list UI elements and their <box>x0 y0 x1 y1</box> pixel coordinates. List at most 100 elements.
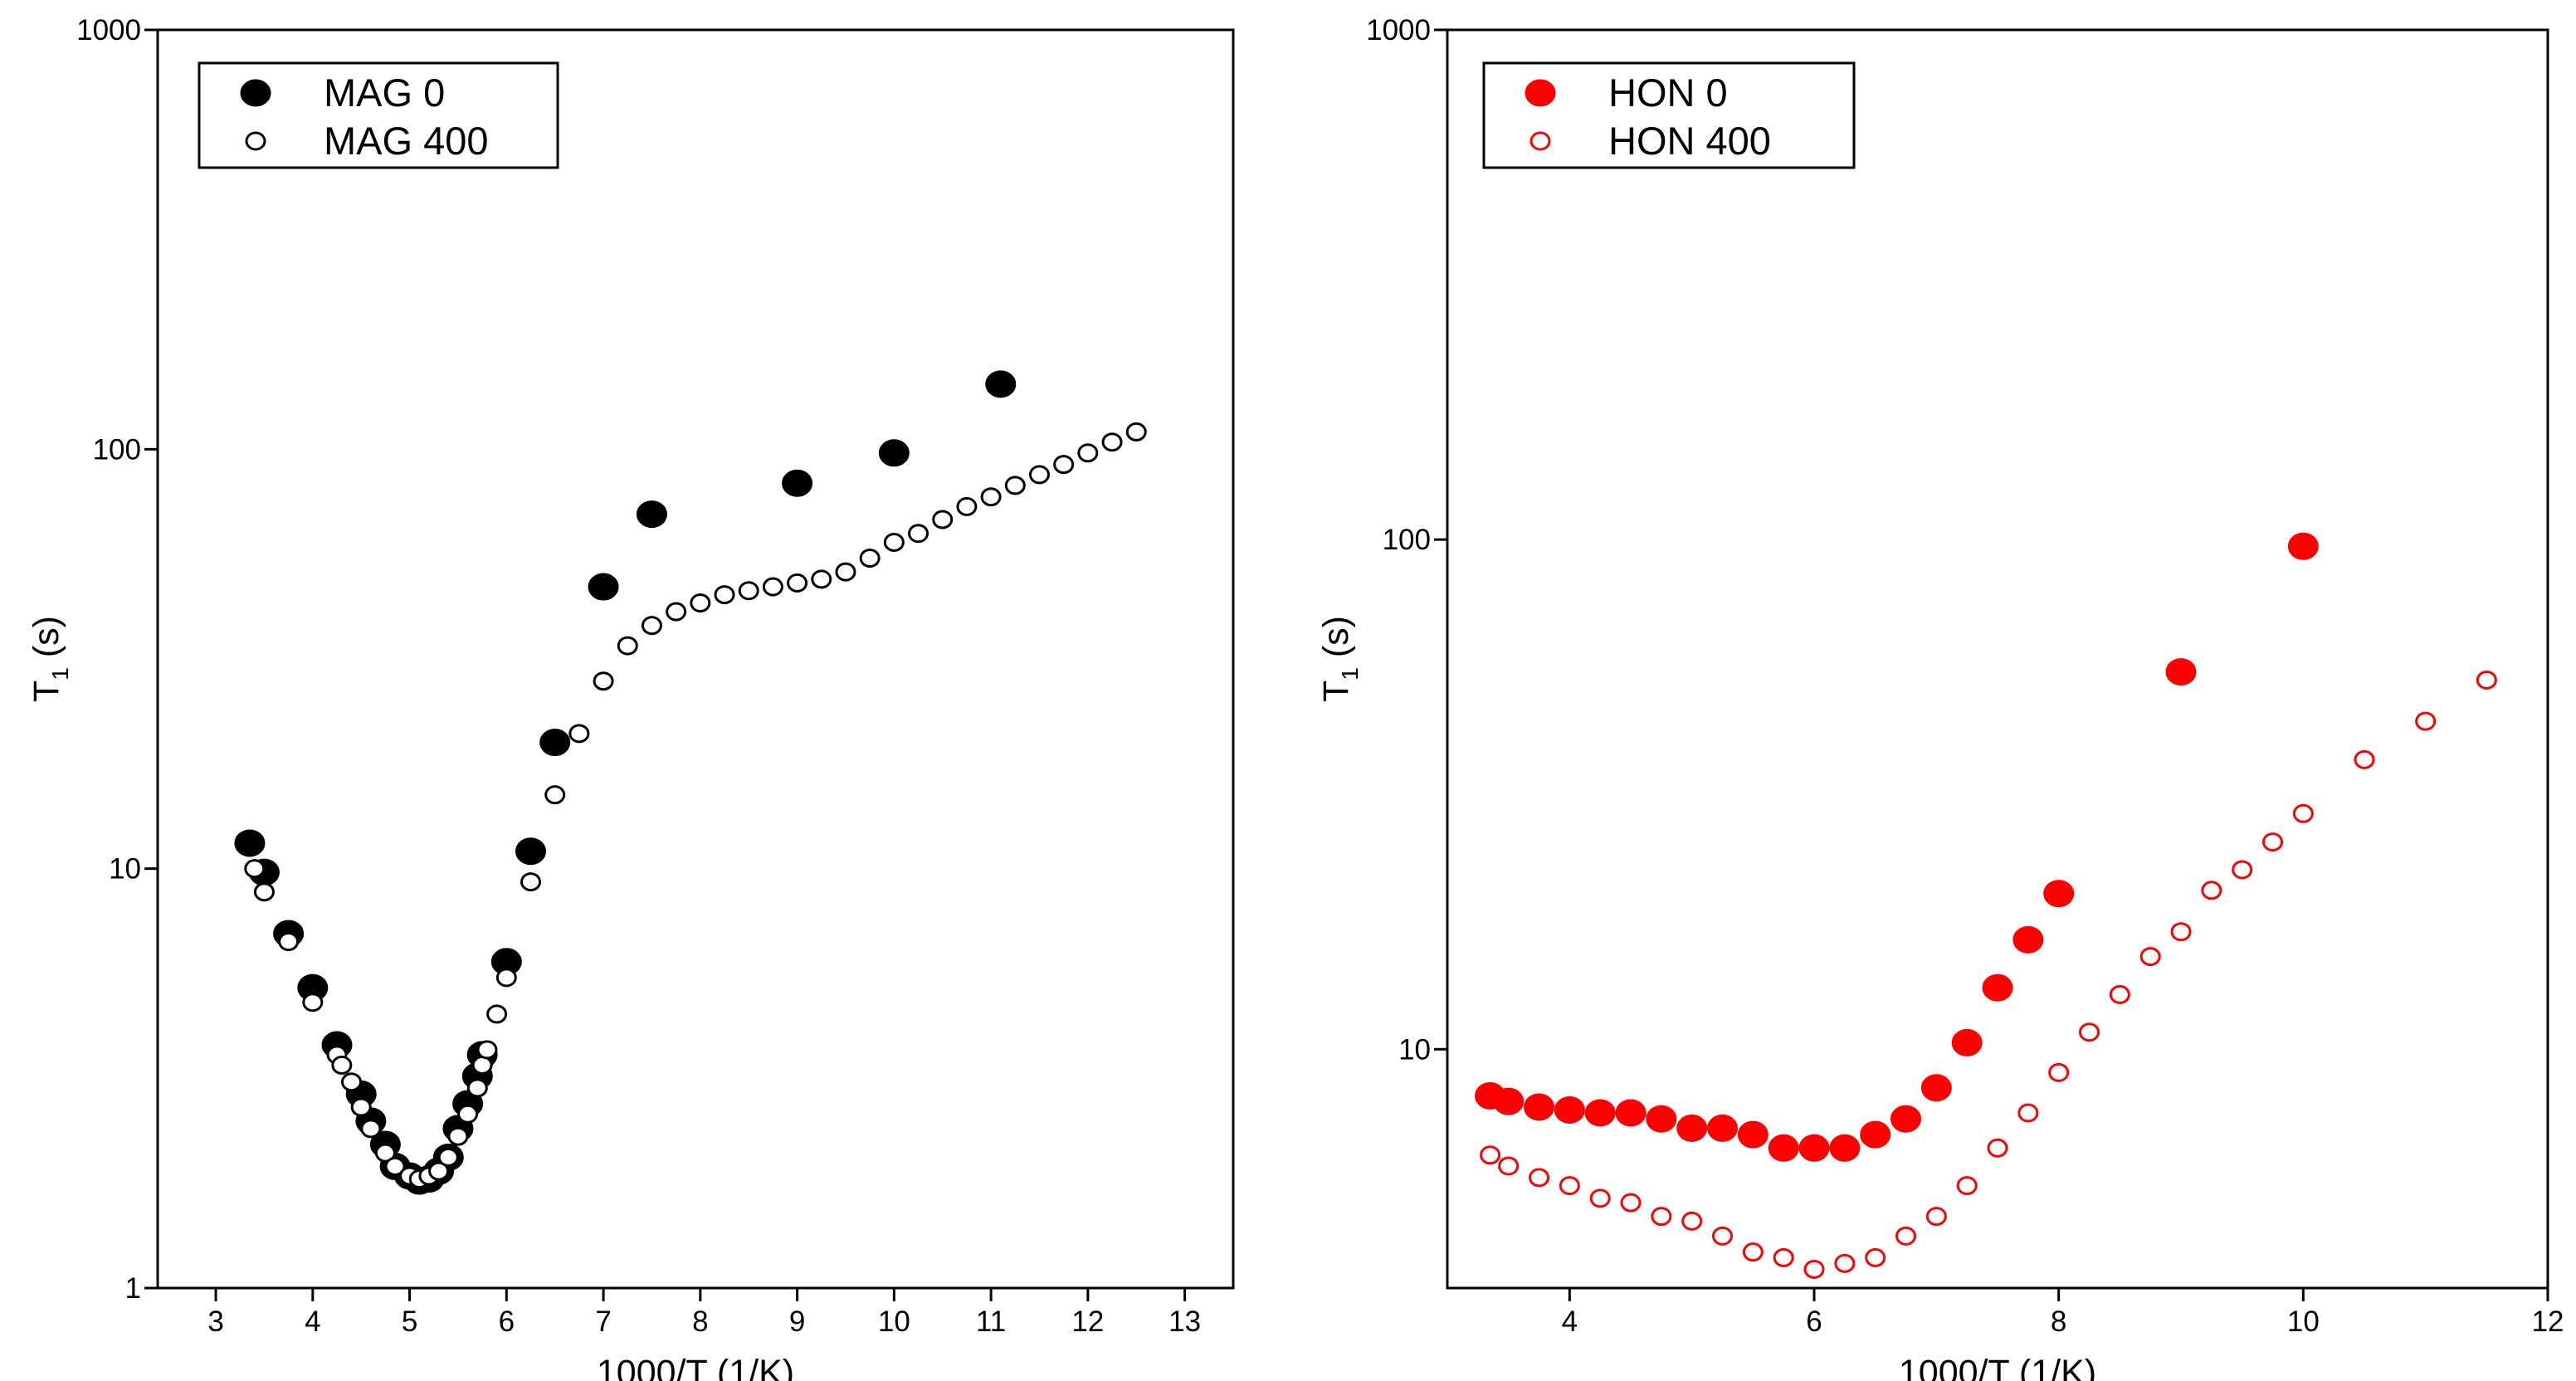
data-point <box>1004 476 1026 495</box>
legend-marker <box>245 131 266 151</box>
data-point <box>486 1004 508 1024</box>
data-point <box>2165 658 2197 686</box>
x-axis-title: 1000/T (1/K) <box>1899 1353 2096 1381</box>
y-axis-title: T1 (s) <box>1316 616 1363 702</box>
data-point <box>1053 455 1075 475</box>
data-point <box>2201 881 2222 900</box>
data-point <box>341 1072 363 1092</box>
data-point <box>738 581 759 601</box>
data-point <box>1529 1168 1549 1188</box>
data-point <box>787 573 808 593</box>
legend-label: MAG 0 <box>324 71 445 115</box>
x-tick-label: 6 <box>499 1305 515 1338</box>
x-tick-label: 5 <box>402 1305 417 1338</box>
panel-hon: 4 6 8 10 12 10 100 1000 1000/T (1/K) T1 (s) HON 0H… <box>1316 14 2564 1381</box>
x-tick-label: 7 <box>595 1305 611 1338</box>
data-point <box>495 968 517 988</box>
data-point <box>520 872 542 892</box>
data-point <box>2139 947 2161 967</box>
panel-mag: 3 4 5 6 7 8 9 10 11 12 13 1 10 100 1000 1000/T (1/K) T1 … <box>27 14 1235 1381</box>
data-point <box>471 1055 493 1075</box>
data-point <box>1101 432 1123 452</box>
data-point <box>1768 1134 1799 1162</box>
data-point <box>641 616 662 636</box>
data-point <box>447 1126 469 1146</box>
data-point <box>2476 670 2497 690</box>
data-point <box>350 1097 372 1117</box>
series-mag-400 <box>244 422 1147 1189</box>
y-tick-label: 10 <box>109 853 141 886</box>
data-point <box>244 859 266 879</box>
data-point <box>1798 1134 1830 1162</box>
data-point <box>878 439 910 467</box>
x-tick-label: 10 <box>2287 1305 2320 1338</box>
data-point <box>331 1055 353 1075</box>
data-point <box>1646 1105 1677 1133</box>
data-point <box>2232 860 2253 880</box>
data-point <box>2109 984 2130 1004</box>
data-point <box>1584 1099 1616 1127</box>
plot-frame <box>1446 28 2549 1290</box>
data-point <box>1480 1145 1501 1165</box>
data-point <box>1860 1120 1891 1149</box>
x-tick-label: 9 <box>789 1305 805 1338</box>
data-point <box>1987 1138 2008 1158</box>
data-point <box>515 837 547 866</box>
data-point <box>883 532 905 552</box>
data-point <box>1895 1226 1916 1246</box>
data-point <box>985 370 1017 398</box>
data-point <box>2043 880 2075 908</box>
data-point <box>762 577 783 597</box>
legend-label: HON 0 <box>1608 71 1728 115</box>
data-point <box>1982 974 2013 1002</box>
data-point <box>1559 1176 1580 1196</box>
data-point <box>278 932 300 952</box>
data-point <box>1865 1247 1886 1267</box>
data-point <box>1493 1087 1525 1115</box>
y-tick-label: 100 <box>93 433 141 466</box>
data-point <box>539 729 571 757</box>
data-point <box>690 593 711 613</box>
data-point <box>835 562 856 582</box>
data-point <box>1620 1193 1642 1213</box>
data-point <box>1951 1028 1983 1056</box>
data-point <box>908 524 929 544</box>
data-point <box>253 882 275 902</box>
data-point <box>1891 1105 1921 1133</box>
legend-marker <box>1525 79 1556 107</box>
data-point <box>1028 465 1050 485</box>
data-point <box>593 671 614 691</box>
data-point <box>811 569 832 589</box>
data-point <box>2262 832 2283 852</box>
y-tick-label: 10 <box>1398 1033 1431 1066</box>
data-point <box>466 1078 488 1098</box>
data-point <box>2048 1062 2070 1082</box>
legend-marker <box>240 79 271 107</box>
data-point <box>384 1156 406 1176</box>
data-point <box>1676 1114 1708 1142</box>
data-point <box>2287 532 2319 560</box>
data-point <box>1737 1120 1769 1149</box>
data-point <box>2292 803 2314 823</box>
data-point <box>1834 1253 1856 1273</box>
data-point <box>476 1040 498 1060</box>
data-point <box>980 487 1002 507</box>
data-point <box>1956 1176 1978 1196</box>
data-point <box>932 510 954 529</box>
data-point <box>302 993 324 1013</box>
data-point <box>457 1104 479 1124</box>
data-point <box>1712 1226 1733 1246</box>
data-point <box>2415 711 2437 731</box>
data-point <box>1920 1074 1952 1102</box>
y-tick-label: 1000 <box>1366 14 1431 46</box>
x-tick-label: 13 <box>1168 1305 1201 1338</box>
series-hon-400 <box>1480 670 2497 1279</box>
data-point <box>1773 1247 1794 1267</box>
data-point <box>2017 1103 2039 1123</box>
y-tick-label: 1000 <box>76 14 141 46</box>
legend-label: MAG 400 <box>324 119 489 163</box>
data-point <box>374 1143 396 1163</box>
legend-marker <box>1530 131 1551 151</box>
